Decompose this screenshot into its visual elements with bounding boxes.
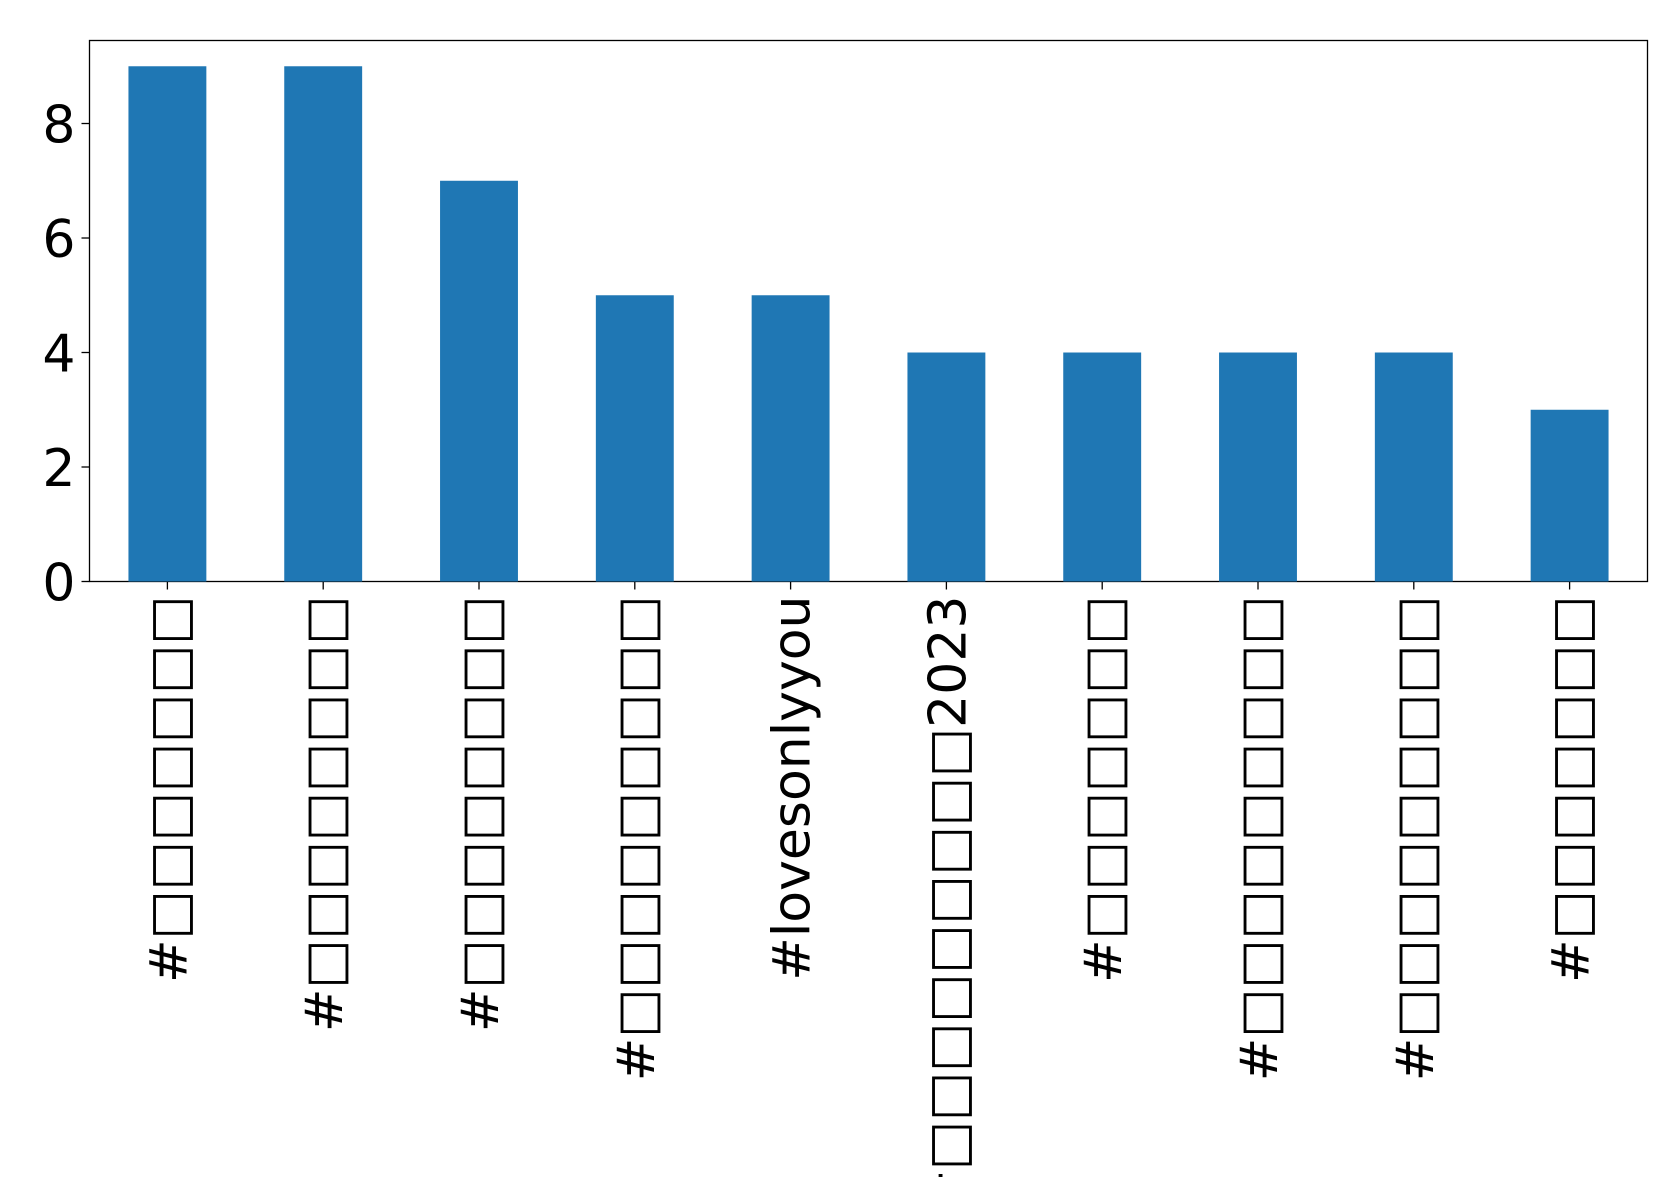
y-tick-label: 0 xyxy=(42,554,75,614)
bar xyxy=(751,295,830,582)
x-tick-label: #□□□□□□□ xyxy=(1074,596,1134,984)
bar xyxy=(440,180,518,582)
bar xyxy=(1530,409,1609,582)
y-tick-label: 8 xyxy=(42,96,75,156)
y-tick-label: 4 xyxy=(42,325,75,385)
bar xyxy=(595,295,674,582)
plot-frame xyxy=(88,39,1649,583)
bar xyxy=(1374,352,1453,582)
bar xyxy=(907,352,986,582)
x-tick-label: #□□□□□□□ xyxy=(139,596,199,984)
x-tick-label: #lovesonlyyou xyxy=(763,596,823,981)
x-tick-label: #□□□□□□□□□ xyxy=(1386,596,1446,1082)
y-tick-label: 2 xyxy=(42,439,75,499)
x-tick-label: #□□□□□□□□ xyxy=(451,596,511,1033)
bar xyxy=(128,66,207,582)
x-tick-label: #□□□□□□□ xyxy=(1542,596,1602,984)
bar xyxy=(284,66,363,582)
bar xyxy=(1063,352,1142,582)
x-tick-label: #□□□□□□□□ xyxy=(295,596,355,1033)
x-tick-label: #□□□□□□□□□ xyxy=(1230,596,1290,1082)
x-tick-label: #□□□□□□□□□2023 xyxy=(918,596,978,1177)
y-tick-label: 6 xyxy=(42,210,75,270)
x-tick-label: #□□□□□□□□□ xyxy=(607,596,667,1082)
bar xyxy=(1219,352,1297,582)
